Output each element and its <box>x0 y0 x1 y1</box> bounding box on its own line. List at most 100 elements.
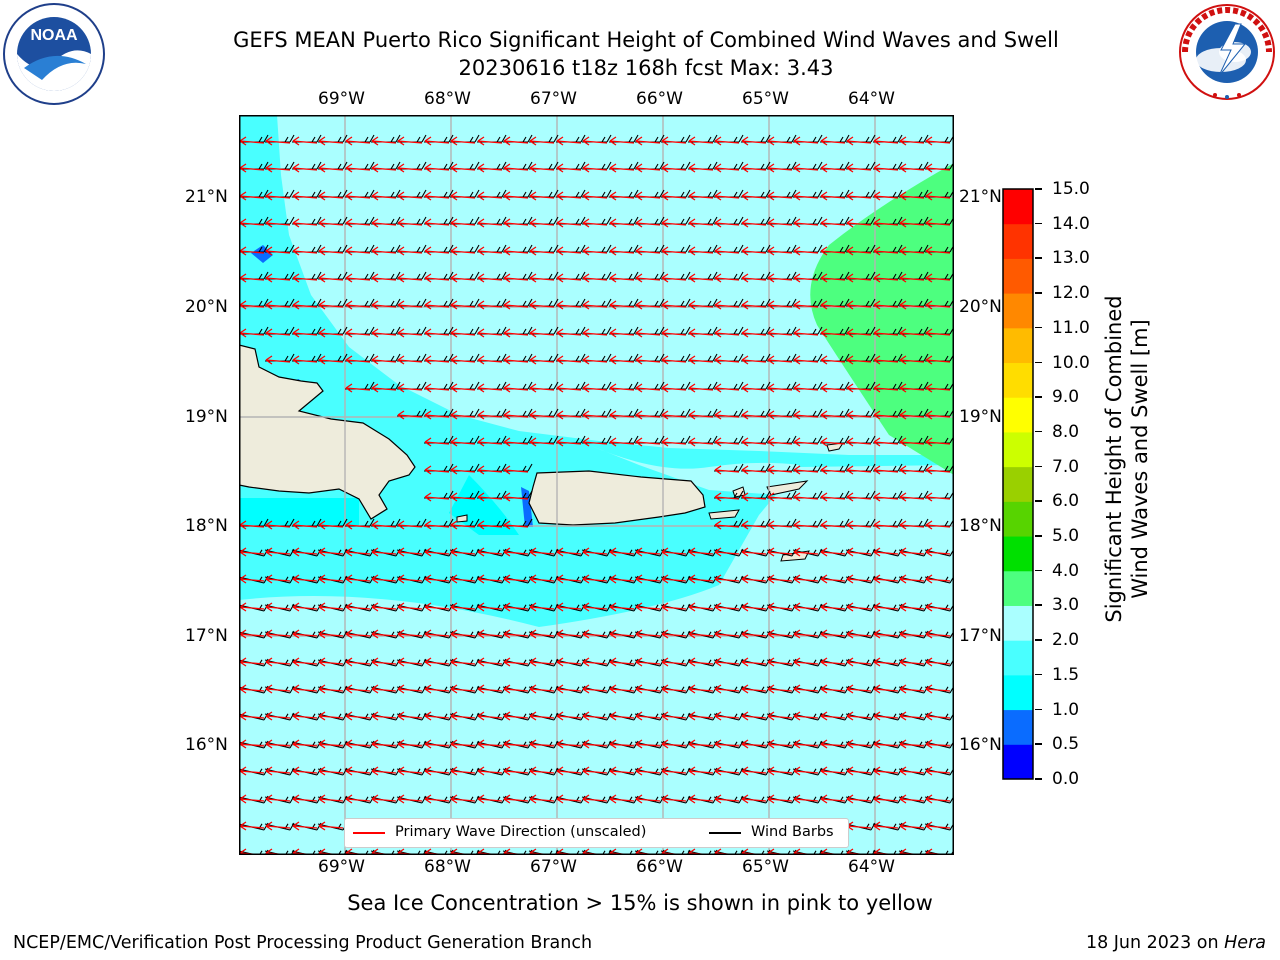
wave-direction-arrow <box>239 191 265 201</box>
wave-direction-arrow <box>873 711 899 721</box>
wave-direction-arrow <box>609 273 635 283</box>
wave-direction-arrow <box>714 383 740 393</box>
wave-direction-arrow <box>265 273 291 283</box>
lon-label: 65°W <box>742 857 789 877</box>
wave-direction-arrow <box>556 410 582 420</box>
wave-direction-arrow <box>714 328 740 338</box>
wave-direction-arrow <box>477 300 503 310</box>
wave-direction-arrow <box>741 520 767 530</box>
wave-direction-arrow <box>503 218 529 228</box>
wave-direction-arrow <box>741 163 767 173</box>
wave-direction-arrow <box>424 273 450 283</box>
wave-direction-arrow <box>688 547 714 557</box>
wave-direction-arrow <box>688 602 714 612</box>
wave-direction-arrow <box>793 684 819 694</box>
wave-direction-arrow <box>345 273 371 283</box>
wave-direction-arrow <box>397 383 423 393</box>
wave-direction-arrow <box>292 602 318 612</box>
colorbar-segment <box>1003 501 1033 537</box>
wave-direction-arrow <box>609 383 635 393</box>
wave-direction-arrow <box>714 355 740 365</box>
colorbar-tick-label: 4.0 <box>1052 560 1080 581</box>
wave-direction-arrow <box>767 437 793 447</box>
wave-direction-arrow <box>424 602 450 612</box>
wave-direction-arrow <box>450 684 476 694</box>
wave-direction-arrow <box>688 437 714 447</box>
wave-direction-arrow <box>688 191 714 201</box>
wave-direction-arrow <box>503 437 529 447</box>
wave-direction-arrow <box>503 383 529 393</box>
wave-direction-arrow <box>292 657 318 667</box>
wave-direction-arrow <box>318 711 344 721</box>
wave-direction-arrow <box>767 191 793 201</box>
wave-direction-arrow <box>635 657 661 667</box>
wave-direction-arrow <box>556 328 582 338</box>
wave-direction-arrow <box>239 739 265 749</box>
wave-direction-arrow <box>265 246 291 256</box>
wave-direction-arrow <box>450 739 476 749</box>
wave-direction-arrow <box>767 657 793 667</box>
wave-direction-arrow <box>846 328 872 338</box>
wave-direction-arrow <box>397 602 423 612</box>
wave-direction-arrow <box>582 657 608 667</box>
wave-direction-arrow <box>873 437 899 447</box>
wave-direction-arrow <box>609 657 635 667</box>
wave-direction-arrow <box>899 410 925 420</box>
wave-direction-arrow <box>873 246 899 256</box>
wave-direction-arrow <box>820 136 846 146</box>
wave-direction-arrow <box>424 136 450 146</box>
wave-direction-arrow <box>450 465 476 475</box>
wave-direction-arrow <box>635 328 661 338</box>
wave-direction-arrow <box>925 684 951 694</box>
wave-direction-arrow <box>714 547 740 557</box>
wave-direction-arrow <box>556 191 582 201</box>
wave-direction-arrow <box>503 328 529 338</box>
wave-direction-arrow <box>767 383 793 393</box>
wave-direction-arrow <box>556 163 582 173</box>
wave-direction-arrow <box>503 547 529 557</box>
wave-direction-arrow <box>793 739 819 749</box>
wave-direction-arrow <box>767 136 793 146</box>
wave-direction-arrow <box>714 711 740 721</box>
wave-direction-arrow <box>873 410 899 420</box>
wave-direction-arrow <box>450 711 476 721</box>
wave-direction-arrow <box>424 218 450 228</box>
wave-direction-arrow <box>820 684 846 694</box>
wave-direction-arrow <box>873 766 899 776</box>
wave-direction-arrow <box>265 574 291 584</box>
wave-direction-arrow <box>741 410 767 420</box>
wave-direction-arrow <box>397 739 423 749</box>
wave-direction-arrow <box>503 794 529 804</box>
wave-direction-arrow <box>292 821 318 831</box>
wave-direction-arrow <box>846 355 872 365</box>
wave-direction-arrow <box>899 739 925 749</box>
wave-direction-arrow <box>873 328 899 338</box>
map-frame <box>239 115 954 855</box>
wave-direction-arrow <box>635 136 661 146</box>
wave-direction-arrow <box>450 574 476 584</box>
wave-direction-arrow <box>424 629 450 639</box>
wave-direction-arrow <box>635 218 661 228</box>
colorbar-segment <box>1003 258 1033 294</box>
wave-direction-arrow <box>899 547 925 557</box>
wave-direction-arrow <box>925 300 951 310</box>
wave-direction-arrow <box>820 328 846 338</box>
wave-direction-arrow <box>899 163 925 173</box>
wave-direction-arrow <box>239 629 265 639</box>
wave-direction-arrow <box>899 328 925 338</box>
wave-direction-arrow <box>688 574 714 584</box>
lon-label: 65°W <box>742 89 789 109</box>
wave-direction-arrow <box>925 437 951 447</box>
wave-direction-arrow <box>371 246 397 256</box>
wave-direction-arrow <box>292 191 318 201</box>
wave-direction-arrow <box>450 547 476 557</box>
wave-direction-arrow <box>661 328 687 338</box>
vector-layer <box>239 134 954 855</box>
wave-direction-arrow <box>767 218 793 228</box>
wave-direction-arrow <box>820 300 846 310</box>
wave-direction-arrow <box>846 300 872 310</box>
wave-direction-arrow <box>397 684 423 694</box>
land-hispaniola <box>239 344 416 520</box>
wave-direction-arrow <box>767 684 793 694</box>
wave-direction-arrow <box>345 355 371 365</box>
